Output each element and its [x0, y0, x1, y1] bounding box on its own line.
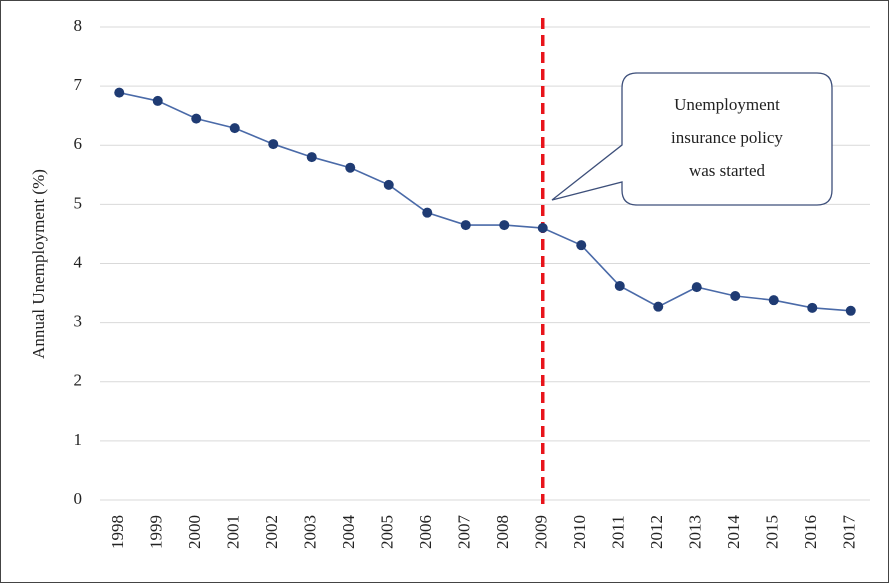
data-point [191, 113, 202, 124]
x-tick-label: 2017 [840, 515, 859, 550]
data-point [383, 179, 394, 190]
x-tick-label: 2003 [301, 515, 320, 549]
x-tick-label: 2013 [686, 515, 705, 549]
x-tick-label: 2004 [339, 515, 358, 550]
y-axis-label: Annual Unemployment (%) [29, 169, 48, 359]
data-point [499, 220, 510, 231]
data-point [460, 220, 471, 231]
y-tick-label: 3 [74, 312, 83, 331]
x-tick-label: 2005 [378, 515, 397, 549]
callout-text: was started [689, 161, 766, 180]
x-tick-label: 2001 [224, 515, 243, 549]
data-point [653, 301, 664, 312]
data-point [268, 139, 279, 150]
data-point [730, 291, 741, 302]
callout-text: Unemployment [674, 95, 780, 114]
data-point [306, 152, 317, 163]
data-point [229, 123, 240, 134]
data-point [768, 295, 779, 306]
x-tick-label: 2010 [570, 515, 589, 549]
data-point [845, 305, 856, 316]
y-tick-label: 1 [74, 430, 83, 449]
y-tick-label: 4 [74, 252, 83, 271]
x-tick-label: 2000 [185, 515, 204, 549]
x-tick-label: 2011 [609, 515, 628, 548]
y-tick-label: 5 [74, 193, 83, 212]
data-point [422, 207, 433, 218]
callout [551, 72, 833, 206]
x-tick-label: 2006 [416, 515, 435, 549]
x-tick-label: 2016 [801, 515, 820, 549]
series-line [119, 91, 851, 312]
data-point [152, 95, 163, 106]
y-tick-label: 6 [74, 134, 83, 153]
data-point [691, 282, 702, 293]
x-tick-label: 2007 [455, 515, 474, 550]
y-tick-label: 0 [74, 489, 83, 508]
data-point [114, 87, 125, 98]
x-tick-label: 1998 [108, 515, 127, 549]
data-point [576, 240, 587, 251]
x-tick-label: 2015 [763, 515, 782, 549]
y-tick-label: 7 [74, 75, 83, 94]
x-tick-label: 2009 [532, 515, 551, 549]
x-tick-label: 2002 [262, 515, 281, 549]
x-tick-label: 2012 [647, 515, 666, 549]
callout-text: insurance policy [671, 128, 783, 147]
data-point [614, 280, 625, 291]
x-tick-label: 1999 [147, 515, 166, 549]
data-point [807, 302, 818, 313]
data-point [345, 162, 356, 173]
y-tick-label: 8 [74, 16, 83, 35]
x-tick-label: 2014 [724, 515, 743, 550]
x-tick-label: 2008 [493, 515, 512, 549]
y-tick-label: 2 [74, 371, 83, 390]
data-point [537, 223, 548, 234]
